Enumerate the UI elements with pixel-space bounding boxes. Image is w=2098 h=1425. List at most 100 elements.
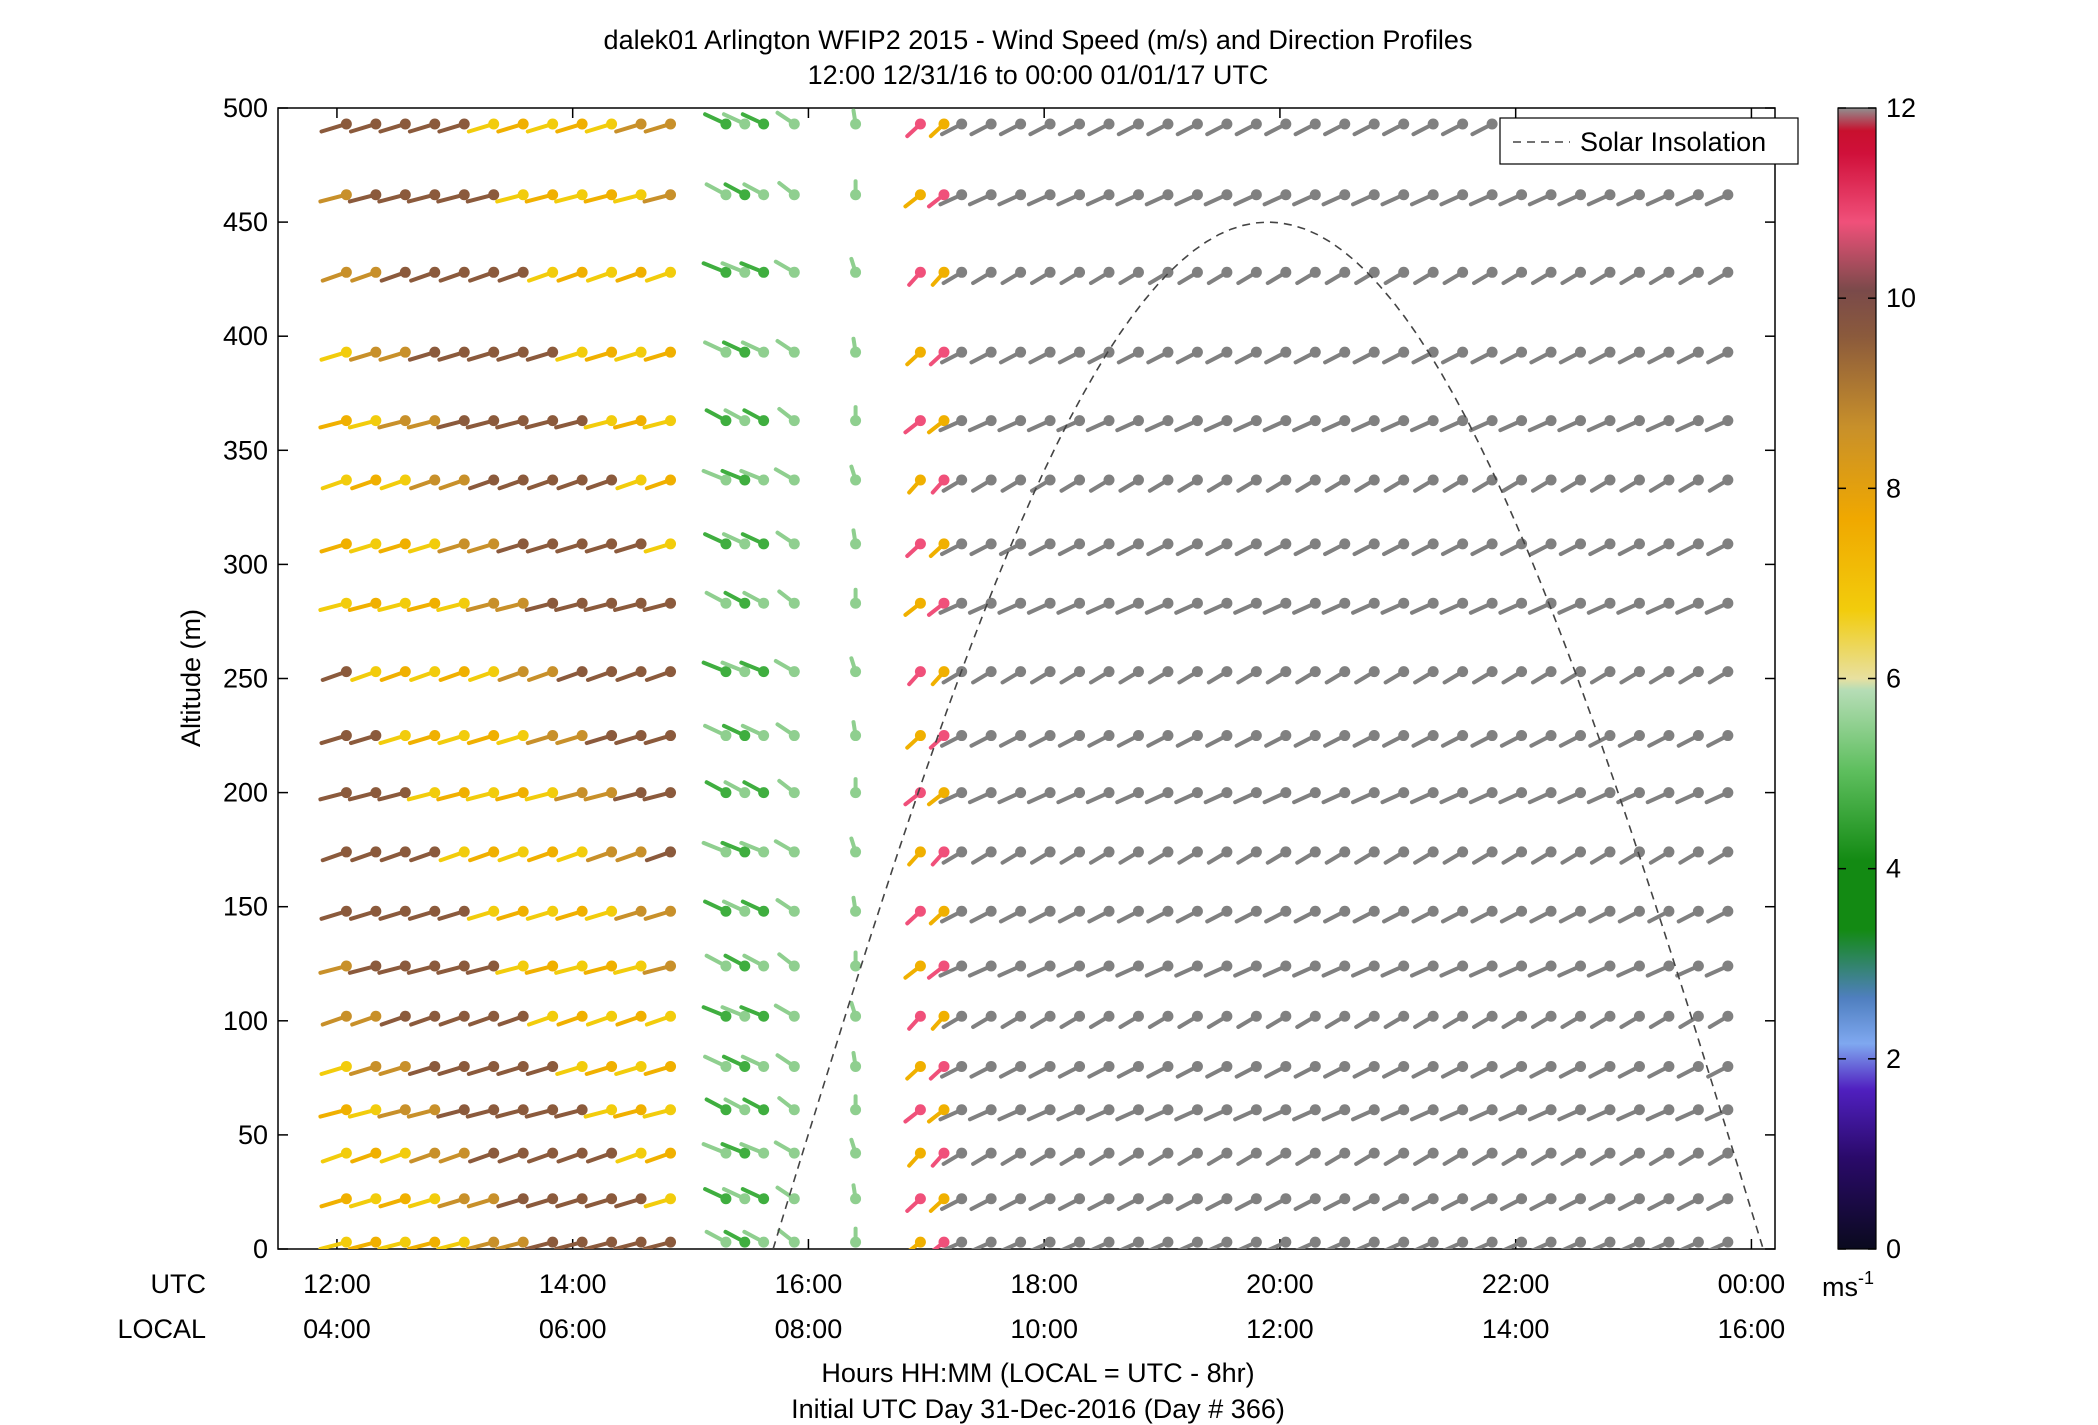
- wind-barb: [643, 346, 677, 362]
- barb-dot: [340, 118, 352, 130]
- wind-barb: [527, 666, 559, 682]
- wind-barb: [1234, 346, 1262, 365]
- wind-barb: [1588, 538, 1616, 557]
- barb-dot: [665, 787, 677, 799]
- barb-dot: [1339, 538, 1351, 550]
- barb-dot: [1398, 787, 1410, 799]
- wind-barb: [998, 538, 1027, 557]
- barb-dot: [1280, 666, 1292, 678]
- barb-dot: [739, 415, 751, 427]
- wind-barb: [704, 590, 732, 609]
- wind-barb: [437, 1060, 470, 1076]
- y-tick-label: 0: [253, 1234, 268, 1264]
- barb-dot: [1309, 1060, 1321, 1072]
- wind-barb: [1028, 118, 1056, 137]
- barb-dot: [720, 266, 732, 278]
- wind-barb: [1616, 787, 1645, 805]
- wind-barb: [585, 846, 618, 863]
- barb-dot: [1280, 415, 1292, 427]
- wind-barb: [347, 1236, 382, 1249]
- barb-dot: [606, 1010, 618, 1022]
- barb-dot: [370, 1236, 382, 1248]
- barb-dot: [1427, 846, 1439, 858]
- wind-barb: [1413, 1236, 1439, 1249]
- barb-dot: [1545, 1010, 1557, 1022]
- barb-dot: [370, 730, 382, 742]
- wind-barb: [701, 840, 732, 858]
- barb-dot: [1486, 1236, 1498, 1248]
- wind-barb: [1059, 846, 1086, 865]
- wind-barb: [704, 1229, 732, 1248]
- wind-barb: [1501, 666, 1528, 685]
- barb-dot: [1516, 1193, 1528, 1205]
- wind-barb: [585, 1147, 618, 1164]
- wind-barb: [1411, 346, 1439, 365]
- barb-dot: [1692, 1193, 1704, 1205]
- barb-dot: [1545, 960, 1557, 972]
- barb-dot: [429, 666, 441, 678]
- wind-barb: [850, 405, 862, 427]
- barb-dot: [606, 1060, 618, 1072]
- barb-dot: [576, 666, 588, 678]
- barb-dot: [850, 1010, 862, 1022]
- barb-dot: [914, 474, 926, 486]
- barb-dot: [739, 1104, 751, 1116]
- wind-barb: [1321, 597, 1351, 615]
- wind-barb: [1470, 1193, 1498, 1211]
- barb-dot: [1398, 415, 1410, 427]
- wind-barb: [905, 1060, 926, 1081]
- wind-barb: [1648, 266, 1675, 286]
- y-tick-label: 200: [223, 778, 268, 808]
- wind-barb: [525, 1060, 559, 1076]
- wind-barb: [941, 474, 968, 493]
- wind-barb: [1028, 730, 1056, 748]
- barb-dot: [720, 415, 732, 427]
- barb-dot: [1692, 538, 1704, 550]
- barb-dot: [1250, 1060, 1262, 1072]
- wind-barb: [1383, 474, 1410, 493]
- wind-barb: [642, 787, 677, 802]
- wind-barb: [495, 189, 529, 204]
- barb-dot: [1663, 1193, 1675, 1205]
- barb-dot: [429, 960, 441, 972]
- wind-barb: [583, 189, 618, 204]
- barb-dot: [850, 1104, 862, 1116]
- wind-barb: [907, 474, 926, 495]
- wind-barb: [1560, 1236, 1587, 1249]
- barb-dot: [850, 597, 862, 609]
- colorbar-tick-label: 6: [1886, 664, 1901, 694]
- wind-barb: [1323, 1193, 1351, 1211]
- wind-barb: [613, 787, 647, 802]
- barb-dot: [1339, 1010, 1351, 1022]
- wind-barb: [1501, 846, 1528, 865]
- barb-dot: [1103, 474, 1115, 486]
- barb-dot: [370, 415, 382, 427]
- barb-dot: [985, 1147, 997, 1159]
- barb-dot: [458, 118, 470, 130]
- wind-barb: [1174, 415, 1203, 433]
- wind-barb: [1174, 189, 1203, 207]
- wind-barb: [584, 538, 618, 554]
- wind-barb: [1144, 597, 1174, 615]
- wind-barb: [1203, 787, 1233, 805]
- wind-barb: [1234, 538, 1262, 557]
- wind-barb: [849, 1000, 862, 1022]
- wind-barb: [1472, 1236, 1498, 1249]
- barb-dot: [429, 1060, 441, 1072]
- wind-barb: [903, 960, 926, 980]
- wind-barb: [930, 1147, 950, 1168]
- wind-barb: [1321, 1104, 1351, 1122]
- wind-barb: [969, 1193, 997, 1211]
- barb-dot: [1457, 266, 1469, 278]
- barb-dot: [850, 1193, 862, 1205]
- barb-dot: [914, 787, 926, 799]
- barb-dot: [517, 1147, 529, 1159]
- barb-dot: [1663, 905, 1675, 917]
- wind-barb: [1442, 666, 1469, 685]
- wind-barb: [703, 1054, 732, 1072]
- barb-dot: [1250, 1104, 1262, 1116]
- wind-barb: [1409, 787, 1439, 805]
- wind-barb: [347, 597, 382, 612]
- wind-barb: [777, 952, 800, 972]
- barb-dot: [788, 666, 800, 678]
